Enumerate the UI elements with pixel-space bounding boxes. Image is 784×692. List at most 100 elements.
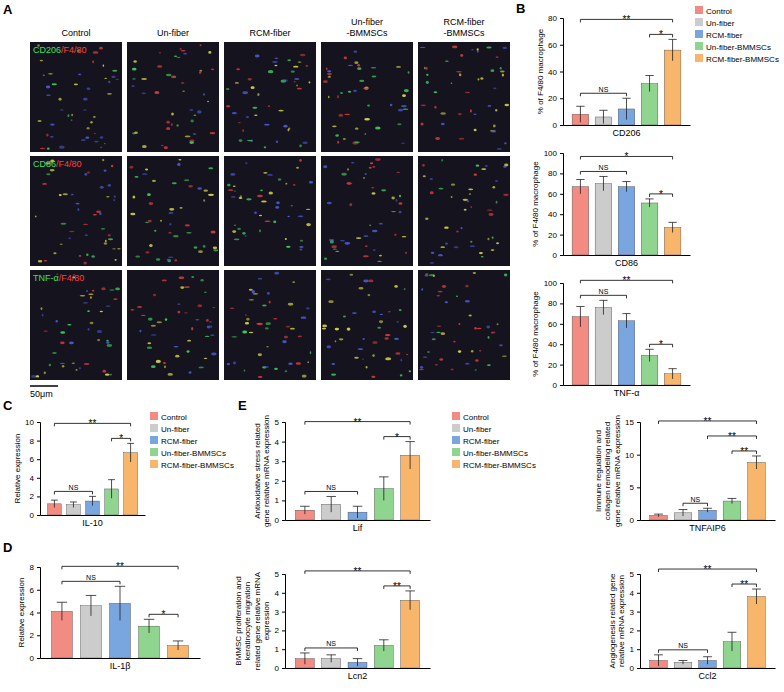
y-tick-mark — [637, 668, 640, 669]
micrograph-speck — [169, 223, 171, 226]
micrograph-speck — [258, 353, 262, 356]
micrograph-speck — [331, 245, 337, 248]
micrograph-speck — [50, 169, 55, 171]
micrograph-speck — [441, 332, 445, 335]
y-axis-line — [37, 423, 41, 516]
x-tick-label: CD206 — [612, 128, 640, 138]
micrograph-speck — [371, 376, 375, 378]
micrograph-speck — [50, 136, 54, 138]
y-tick: 2 — [275, 626, 285, 635]
micrograph-speck — [103, 65, 105, 67]
micrograph-speck — [452, 46, 458, 49]
micrograph-speck — [372, 354, 375, 357]
micrograph-speck — [112, 70, 117, 72]
micrograph-speck — [326, 278, 331, 280]
error-bar — [645, 199, 653, 207]
error-bar — [173, 641, 183, 650]
micrograph-speck — [328, 300, 333, 303]
micrograph-background — [321, 42, 413, 152]
y-tick-mark — [560, 324, 563, 325]
micrograph-speck — [487, 210, 493, 211]
chart: 012345LifAntioxidative stress relatedgen… — [253, 415, 431, 533]
significance-label: ** — [740, 579, 748, 590]
micrograph-speck — [364, 118, 370, 121]
significance-bracket — [62, 581, 120, 584]
micrograph-speck — [299, 248, 302, 250]
significance-label: ** — [89, 418, 97, 429]
y-axis-line — [560, 19, 564, 126]
micrograph-speck — [451, 368, 454, 370]
micrograph-speck — [211, 68, 214, 70]
y-tick: 20 — [548, 231, 563, 240]
micrograph-speck — [434, 91, 438, 93]
legend-label: RCM-fiber-BMMSCs — [161, 461, 234, 470]
y-tick-mark — [37, 567, 40, 568]
legend-swatch — [150, 448, 158, 456]
micrograph-speck — [129, 166, 133, 169]
micrograph-speck — [93, 51, 99, 53]
micrograph-speck — [435, 137, 440, 140]
micrograph-speck — [402, 109, 408, 110]
micrograph-speck — [456, 231, 458, 233]
y-tick-mark — [560, 255, 563, 256]
micrograph-speck — [347, 327, 351, 330]
micrograph-speck — [341, 173, 347, 176]
micrograph-speck — [258, 376, 263, 378]
micrograph-speck — [332, 363, 335, 365]
micrograph-speck — [488, 213, 493, 216]
y-tick-mark — [37, 590, 40, 591]
micrograph-speck — [108, 234, 111, 237]
micrograph-speck — [299, 159, 302, 162]
micrograph-speck — [307, 362, 309, 363]
micrograph-speck — [130, 309, 134, 311]
y-axis-title-line: BMMSC proliferation and — [234, 576, 243, 665]
micrograph-speck — [173, 235, 179, 237]
micrograph-speck — [493, 87, 496, 89]
y-tick-label: 60 — [548, 190, 557, 199]
y-tick-mark — [637, 520, 640, 521]
micrograph-speck — [252, 107, 257, 109]
micrograph-speck — [400, 359, 402, 362]
y-tick-mark — [560, 365, 563, 366]
y-axis-title-line: gene relative mRNA expression — [262, 415, 271, 527]
micrograph-speck — [429, 178, 433, 180]
y-tick-mark — [560, 18, 563, 19]
y-tick: 1 — [630, 645, 640, 654]
y-tick: 6 — [30, 586, 40, 595]
micrograph-speck — [166, 127, 170, 130]
y-tick: 3 — [275, 608, 285, 617]
micrograph-speck — [74, 83, 78, 85]
x-tick: TNFAIP6 — [689, 520, 726, 533]
micrograph-speck — [149, 244, 153, 247]
y-tick: 1 — [275, 496, 285, 505]
micrograph-speck — [156, 360, 161, 363]
y-tick-mark — [282, 520, 285, 521]
row-label-counterstain: /F4/80 — [61, 45, 87, 55]
micrograph-speck — [445, 60, 449, 61]
micrograph-speck — [263, 172, 267, 174]
plot-area — [48, 443, 138, 515]
legend: ControlUn-fiberRCM-fiberUn-fiber-BMMSCsR… — [695, 6, 779, 64]
micrograph-speck — [470, 206, 472, 208]
micrograph-speck — [131, 85, 134, 87]
error-bar — [353, 659, 362, 667]
micrograph-speck — [363, 255, 369, 257]
micrograph-speck — [451, 196, 453, 198]
micrograph-speck — [69, 231, 74, 232]
y-axis: 012345 — [630, 570, 641, 673]
micrograph-speck — [440, 112, 446, 114]
micrograph-speck — [359, 80, 364, 82]
micrograph-speck — [265, 322, 271, 325]
y-tick-label: 60 — [548, 320, 557, 329]
y-axis-title-line: relative mRNA expression — [617, 575, 626, 667]
micrograph-speck — [235, 82, 239, 83]
micrograph-speck — [105, 240, 107, 243]
micrograph-speck — [189, 141, 194, 144]
micrograph-speck — [154, 230, 156, 232]
y-tick-mark — [560, 385, 563, 386]
y-tick-label: 4 — [30, 609, 35, 618]
y-axis-title: BMMSC proliferation andkeratinocyte migr… — [234, 571, 272, 670]
significance-label: NS — [690, 496, 700, 503]
figure: AControlUn-fiberRCM-fiberUn-fiber-BMMSCs… — [0, 0, 784, 692]
micrograph-speck — [193, 114, 196, 116]
